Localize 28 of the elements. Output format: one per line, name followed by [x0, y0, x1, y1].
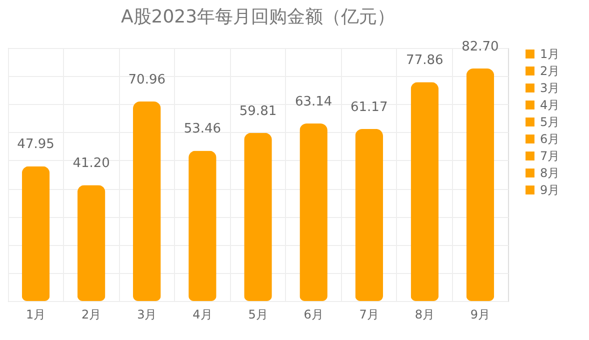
data-label: 59.81: [239, 104, 277, 119]
legend-label: 3月: [540, 81, 560, 95]
data-label: 82.70: [462, 40, 499, 55]
data-label: 41.20: [72, 156, 110, 172]
legend-label: 6月: [540, 132, 560, 146]
x-tick-label: 1月: [26, 308, 46, 322]
chart-title: A股2023年每月回购金额（亿元）: [120, 6, 396, 28]
data-label: 61.17: [350, 100, 388, 116]
data-label: 47.95: [17, 137, 54, 152]
x-tick-label: 6月: [304, 308, 324, 322]
legend-label: 8月: [540, 166, 560, 180]
legend-label: 4月: [540, 98, 560, 112]
data-label: 63.14: [294, 94, 332, 110]
legend-label: 2月: [540, 64, 560, 78]
x-tick-label: 4月: [192, 308, 212, 322]
x-tick-label: 9月: [470, 308, 490, 322]
data-label: 70.96: [128, 72, 166, 88]
x-tick-label: 5月: [248, 308, 268, 322]
legend-label: 5月: [540, 115, 560, 129]
legend-label: 7月: [540, 149, 560, 163]
data-label: 77.86: [406, 53, 444, 68]
legend-label: 9月: [540, 183, 560, 197]
x-tick-label: 8月: [414, 308, 434, 322]
x-tick-label: 7月: [359, 308, 379, 322]
legend-label: 1月: [540, 47, 560, 61]
data-label: 53.46: [184, 122, 222, 137]
x-tick-label: 3月: [137, 308, 157, 322]
x-tick-label: 2月: [82, 308, 102, 322]
